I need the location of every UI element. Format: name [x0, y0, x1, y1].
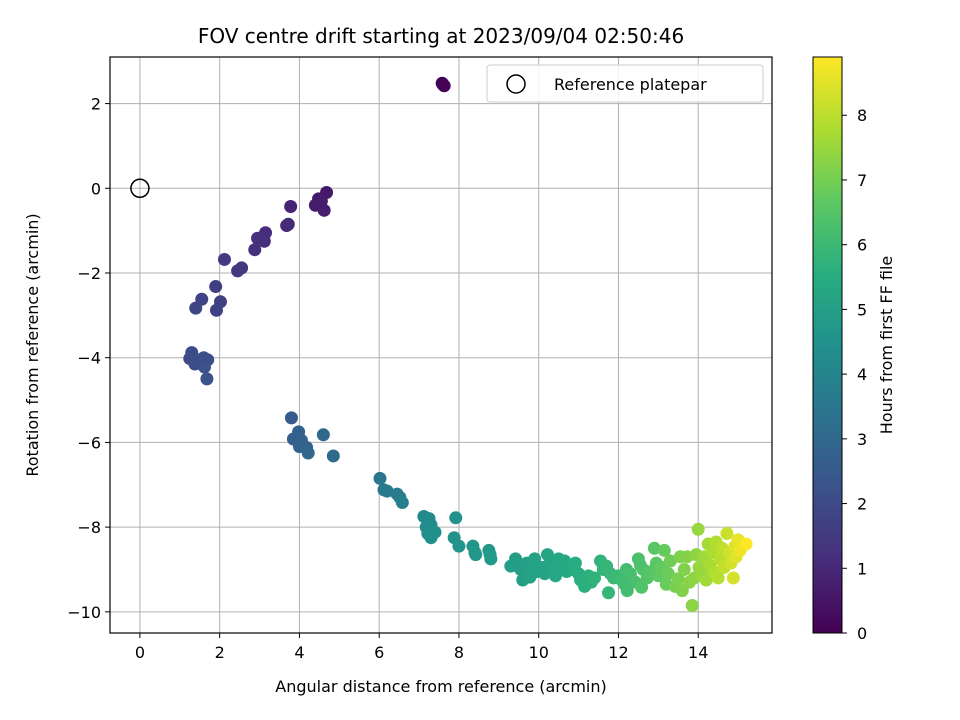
x-tick-label: 8 [454, 643, 464, 662]
data-point [469, 548, 483, 562]
data-point [189, 301, 203, 315]
data-point [558, 554, 572, 568]
y-axis-ticks: −10 −8 −6 −4 −2 0 2 [67, 95, 110, 622]
data-point [647, 541, 661, 555]
data-point [194, 353, 208, 367]
colorbar: 0 1 2 3 4 5 6 7 8 Hours from first FF file [812, 56, 896, 643]
data-point [284, 411, 298, 425]
legend-marker [506, 74, 526, 94]
colorbar-tick-label: 4 [857, 365, 867, 384]
x-tick-label: 10 [529, 643, 549, 662]
colorbar-tick-label: 8 [857, 106, 867, 125]
data-point [428, 525, 442, 539]
data-point [720, 526, 734, 540]
colorbar-tick-label: 1 [857, 559, 867, 578]
y-tick-label: 0 [91, 179, 101, 198]
y-tick-label: −4 [77, 349, 101, 368]
x-tick-label: 2 [215, 643, 225, 662]
data-point [726, 571, 740, 585]
x-axis-ticks: 0 2 4 6 8 10 12 14 [135, 633, 708, 662]
data-point [620, 584, 634, 598]
x-tick-label: 0 [135, 643, 145, 662]
data-point [301, 446, 315, 460]
data-point [635, 580, 649, 594]
grid-lines [110, 57, 772, 633]
data-point [200, 372, 214, 386]
data-point [509, 552, 523, 566]
y-axis-label: Rotation from reference (arcmin) [23, 213, 42, 476]
data-point [663, 554, 677, 568]
data-point [677, 562, 691, 576]
colorbar-tick-label: 5 [857, 300, 867, 319]
data-point [711, 571, 725, 585]
x-tick-label: 14 [688, 643, 708, 662]
colorbar-ticks: 0 1 2 3 4 5 6 7 8 [842, 106, 867, 643]
data-point [657, 543, 671, 557]
data-point [691, 522, 705, 536]
y-tick-label: −10 [67, 603, 101, 622]
y-tick-label: −6 [77, 433, 101, 452]
data-point [217, 252, 231, 266]
colorbar-tick-label: 2 [857, 495, 867, 514]
data-point [661, 567, 675, 581]
data-point [314, 194, 328, 208]
colorbar-tick-label: 6 [857, 236, 867, 255]
legend: Reference platepar [486, 64, 764, 103]
data-point [209, 303, 223, 317]
colorbar-tick-label: 3 [857, 430, 867, 449]
data-point [449, 511, 463, 525]
data-point [685, 598, 699, 612]
data-point [326, 449, 340, 463]
data-point [436, 78, 450, 92]
y-tick-label: −8 [77, 518, 101, 537]
data-point [675, 584, 689, 598]
data-point [284, 200, 298, 214]
y-tick-label: 2 [91, 95, 101, 114]
data-point [185, 346, 199, 360]
data-point [568, 556, 582, 570]
data-point [248, 243, 262, 257]
data-point [588, 571, 602, 585]
y-tick-label: −2 [77, 264, 101, 283]
data-point [280, 219, 294, 233]
data-point [209, 280, 223, 294]
colorbar-gradient [812, 56, 843, 634]
scatter-points [183, 76, 753, 612]
chart-title: FOV centre drift starting at 2023/09/04 … [198, 24, 684, 48]
data-point [739, 537, 753, 551]
colorbar-label: Hours from first FF file [877, 256, 896, 435]
data-point [601, 586, 615, 600]
reference-platepar-marker [130, 178, 150, 199]
x-tick-label: 6 [374, 643, 384, 662]
data-point [528, 552, 542, 566]
colorbar-tick-label: 7 [857, 171, 867, 190]
data-point [395, 496, 409, 510]
plot-frame [109, 56, 773, 634]
data-point [452, 539, 466, 553]
data-point [373, 471, 387, 485]
data-point [671, 572, 685, 586]
colorbar-tick-label: 0 [857, 624, 867, 643]
data-point [380, 484, 394, 498]
x-tick-label: 4 [294, 643, 304, 662]
data-point [548, 569, 562, 583]
x-tick-label: 12 [608, 643, 628, 662]
data-point [231, 264, 245, 278]
x-axis-label: Angular distance from reference (arcmin) [275, 677, 606, 696]
legend-label: Reference platepar [554, 75, 707, 94]
data-point [699, 573, 713, 587]
data-point [251, 231, 265, 245]
legend-box [486, 64, 764, 103]
data-point [483, 548, 497, 562]
data-point [316, 428, 330, 442]
